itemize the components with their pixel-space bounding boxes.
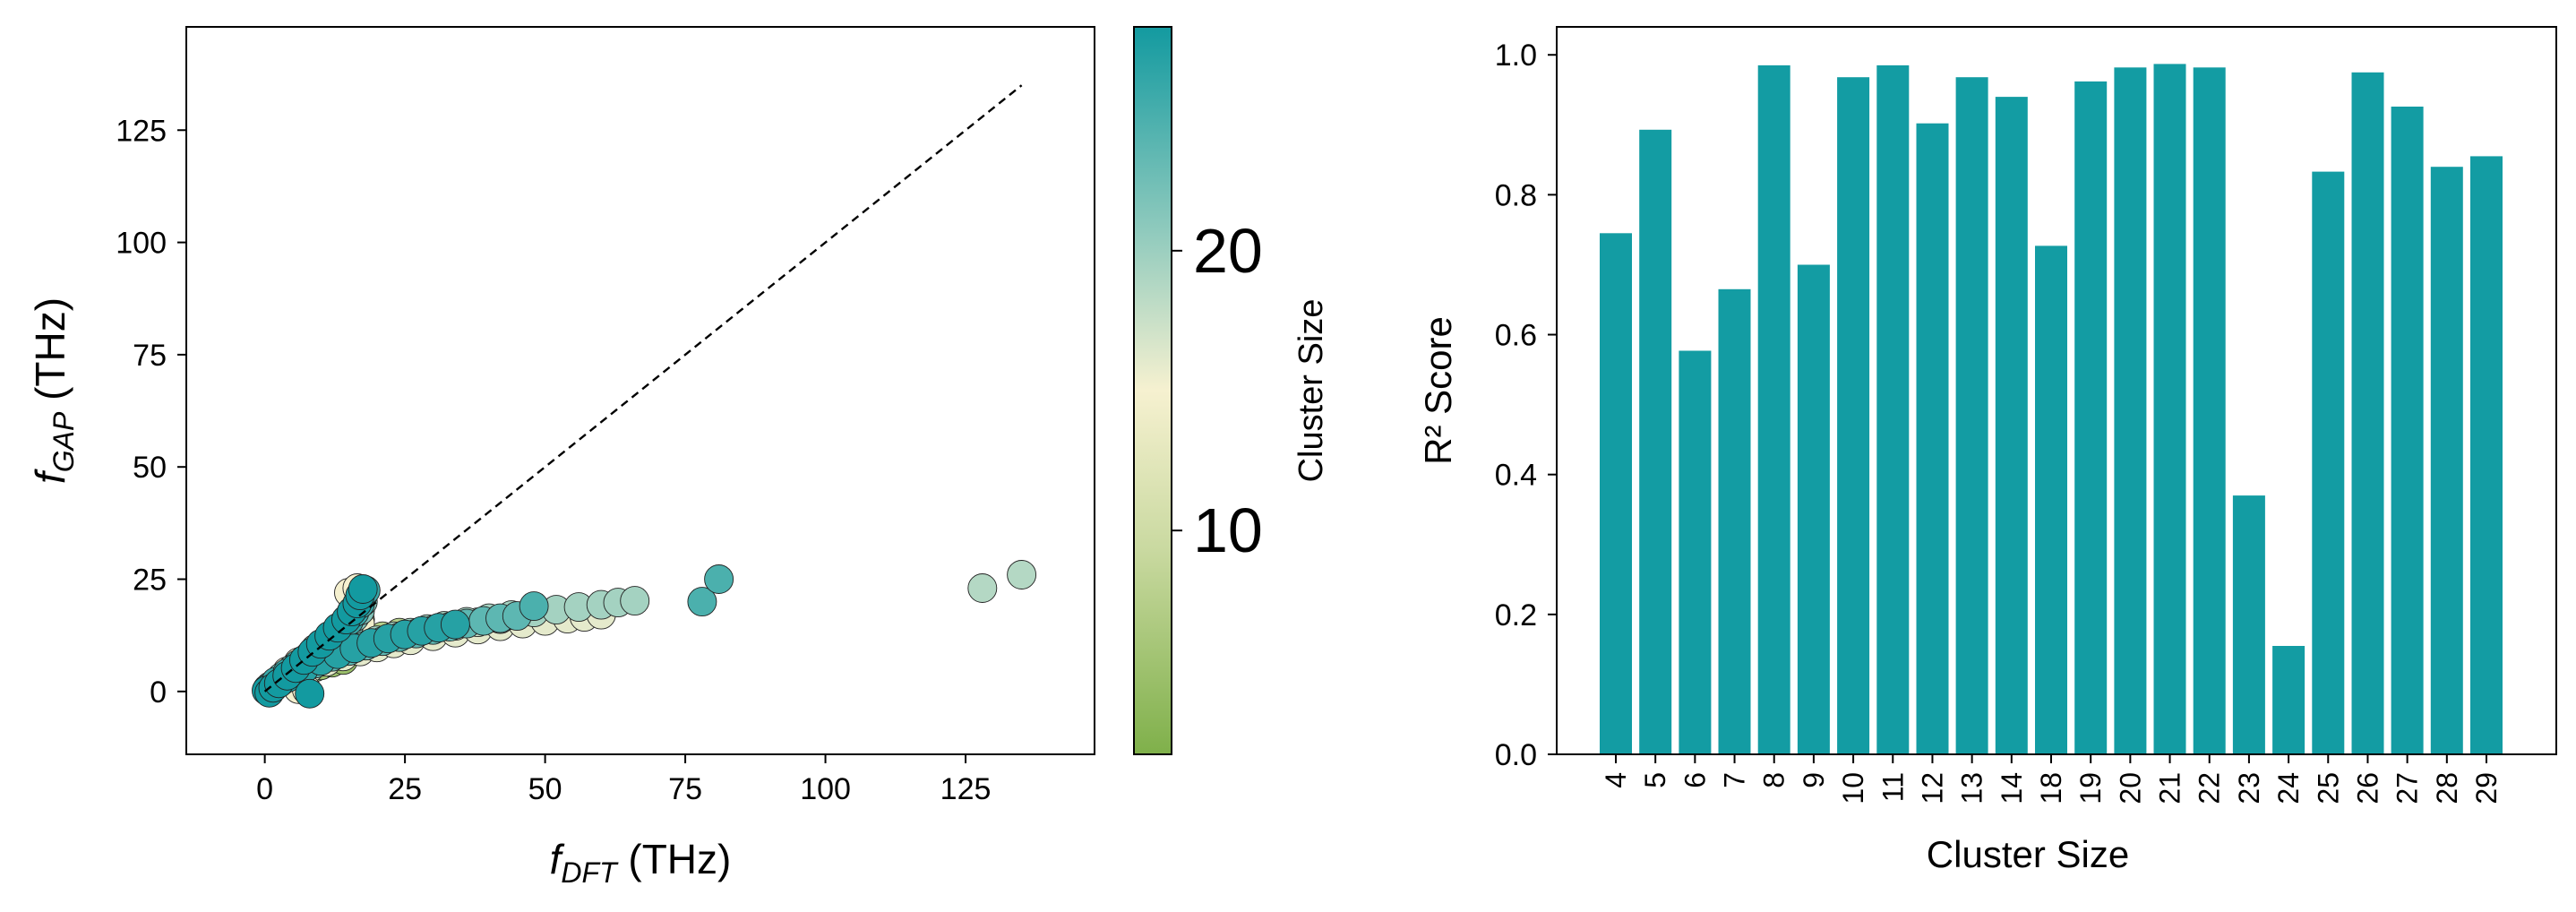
x-tick-label: 0	[256, 772, 273, 806]
bar	[1757, 65, 1790, 754]
y-tick-label: 0.2	[1495, 598, 1537, 632]
x-tick-label: 7	[1719, 772, 1751, 788]
scatter-y-axis-title: fGAP (THz)	[27, 297, 80, 484]
bar	[2391, 107, 2424, 754]
x-tick-label: 10	[1837, 772, 1869, 804]
colorbar-ticks: 10 20	[1172, 216, 1263, 565]
x-tick-label: 100	[800, 772, 851, 806]
bar	[2312, 171, 2345, 755]
x-tick-label: 50	[528, 772, 562, 806]
x-tick-label: 14	[1996, 772, 2028, 804]
x-tick-label: 6	[1679, 772, 1711, 788]
bar	[2193, 67, 2226, 755]
y-tick-label: 0.0	[1495, 738, 1537, 772]
colorbar-label: Cluster Size	[1292, 299, 1330, 483]
bar	[1995, 97, 2028, 755]
x-tick-label: 18	[2035, 772, 2067, 804]
bar-panel: 0.00.20.40.60.81.0 4 5 6 7 8 9 10 11 12 13 14 18 19 2…	[1417, 26, 2557, 875]
bar	[2272, 646, 2306, 754]
x-tick-label: 26	[2351, 772, 2383, 804]
x-tick-label: 20	[2114, 772, 2146, 804]
bar	[2114, 67, 2147, 755]
reference-line	[263, 84, 1023, 693]
x-tick-label: 21	[2154, 772, 2186, 804]
y-tick-label: 0.4	[1495, 459, 1537, 493]
scatter-point	[348, 574, 378, 604]
x-tick-label: 19	[2074, 772, 2107, 804]
x-tick-label: 27	[2391, 772, 2424, 804]
scatter-point	[440, 609, 470, 640]
bar	[1797, 264, 1830, 754]
scatter-x-axis-title: fDFT (THz)	[550, 836, 732, 889]
scatter-point	[687, 587, 717, 617]
x-tick-label: 75	[668, 772, 702, 806]
y-tick-label: 1.0	[1495, 39, 1537, 73]
scatter-point	[519, 591, 549, 622]
x-tick-label: 11	[1876, 772, 1909, 802]
colorbar-tick-label: 20	[1193, 216, 1263, 286]
y-tick-label: 0	[150, 675, 167, 710]
x-tick-label: 4	[1600, 772, 1632, 788]
bar	[1837, 77, 1870, 754]
scatter-plot-frame	[185, 26, 1095, 755]
bar-x-ticks: 4 5 6 7 8 9 10 11 12 13 14 18 19 20 21 22 23 24 25 26 27 28 29	[1600, 754, 2503, 804]
bar-y-ticks: 0.0 0.2 0.4 0.6 0.8 1.0	[1495, 39, 1557, 772]
x-tick-label: 28	[2431, 772, 2463, 804]
x-tick-label: 8	[1758, 772, 1790, 788]
y-tick-label: 50	[133, 451, 167, 485]
bar	[1955, 77, 1988, 754]
bar-y-axis-title: R² Score	[1417, 316, 1459, 465]
x-tick-label: 5	[1639, 772, 1671, 788]
x-tick-label: 13	[1956, 772, 1988, 804]
scatter-point	[1007, 560, 1037, 589]
x-tick-label: 24	[2272, 772, 2305, 804]
bar	[1639, 129, 1672, 755]
bar	[1916, 123, 1949, 754]
x-tick-label: 9	[1798, 772, 1830, 788]
bar	[1876, 65, 1910, 754]
bar	[1718, 288, 1751, 754]
bars	[1600, 64, 2503, 755]
x-tick-label: 125	[940, 772, 992, 806]
y-tick-label: 100	[116, 227, 167, 261]
x-tick-label: 23	[2233, 772, 2265, 804]
y-tick-label: 25	[133, 564, 167, 598]
bar	[2153, 64, 2186, 754]
scatter-point	[295, 678, 325, 709]
y-tick-label: 0.8	[1495, 178, 1537, 212]
scatter-points	[252, 560, 1037, 709]
bar-x-axis-title: Cluster Size	[1927, 833, 2129, 875]
colorbar-tick-label: 10	[1193, 495, 1263, 565]
bar	[2470, 156, 2503, 754]
scatter-point	[704, 564, 734, 594]
x-tick-label: 12	[1916, 772, 1948, 804]
bar	[2074, 81, 2108, 754]
scatter-point	[967, 573, 998, 603]
bar	[2035, 245, 2067, 754]
y-tick-label: 125	[116, 114, 167, 148]
x-tick-label: 29	[2470, 772, 2503, 804]
scatter-y-ticks: 0 25 50 75 100 125	[116, 114, 186, 710]
colorbar	[1133, 26, 1172, 755]
y-tick-label: 75	[133, 339, 167, 373]
x-tick-label: 25	[2312, 772, 2344, 804]
scatter-point	[620, 586, 650, 616]
x-tick-label: 22	[2194, 772, 2226, 804]
bar	[1679, 350, 1712, 754]
bar	[1600, 233, 1632, 754]
y-tick-label: 0.6	[1495, 319, 1537, 353]
bar	[2430, 167, 2463, 754]
scatter-panel: 0 25 50 75 100 125 0 25 50 75 100 125 fDFT (THz) f…	[27, 26, 1330, 889]
bar	[2351, 72, 2384, 755]
bar	[2232, 495, 2265, 754]
scatter-x-ticks: 0 25 50 75 100 125	[256, 754, 991, 806]
x-tick-label: 25	[388, 772, 422, 806]
bar-plot-frame	[1556, 26, 2557, 755]
